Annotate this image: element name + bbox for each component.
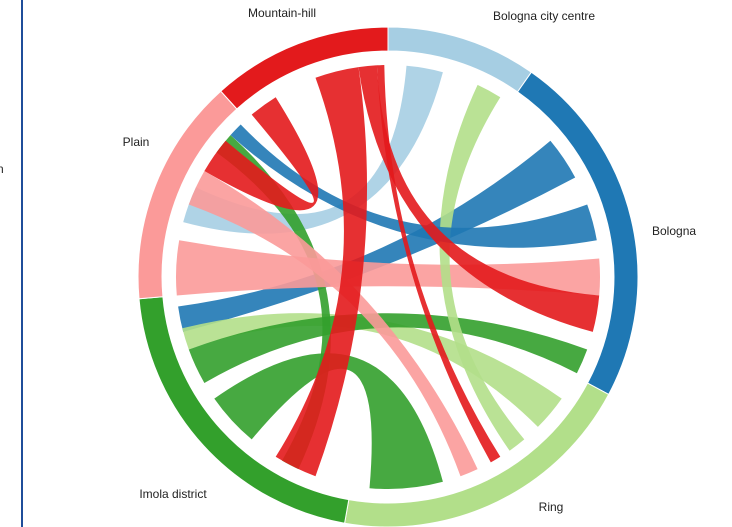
group-labels: Mountain-hill Bologna city centre Bologna R… xyxy=(123,6,697,514)
group-label: Bologna city centre xyxy=(493,9,595,23)
group-arc xyxy=(137,90,238,300)
group-arcs xyxy=(137,26,639,527)
group-label: Mountain-hill xyxy=(248,6,316,20)
group-label: Imola district xyxy=(139,487,207,501)
edge-label: n xyxy=(0,162,4,176)
chord xyxy=(188,313,588,383)
chord xyxy=(358,65,600,332)
group-label: Plain xyxy=(123,135,150,149)
chord xyxy=(439,84,525,451)
inner-ring xyxy=(163,52,613,502)
chord xyxy=(188,171,478,477)
chord xyxy=(178,140,576,332)
chord xyxy=(182,313,562,427)
group-label: Ring xyxy=(539,500,564,514)
chord xyxy=(183,65,443,234)
chords xyxy=(175,65,601,490)
chord xyxy=(230,124,597,248)
chord xyxy=(214,353,443,490)
chord xyxy=(204,97,319,211)
chord xyxy=(275,67,368,477)
group-label: Bologna xyxy=(652,224,696,238)
